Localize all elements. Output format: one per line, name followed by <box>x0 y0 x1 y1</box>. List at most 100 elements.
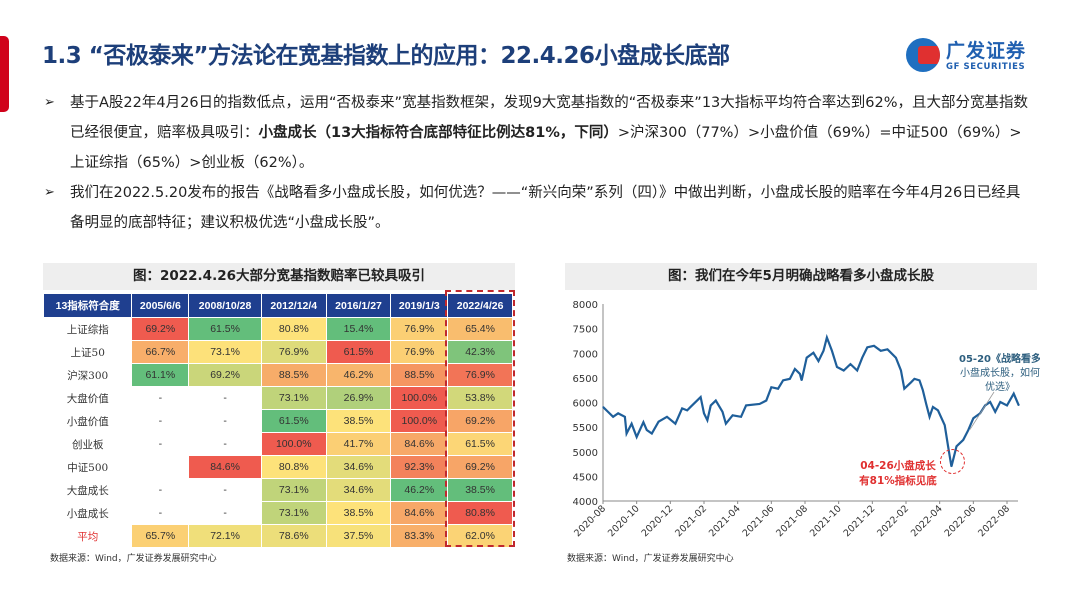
data-point <box>989 401 991 403</box>
data-point <box>895 357 897 359</box>
table-cell: 83.3% <box>390 524 449 548</box>
data-point <box>732 414 734 416</box>
data-point <box>910 381 912 383</box>
y-tick-label: 5500 <box>573 423 598 434</box>
table-cell: 100.0% <box>390 386 449 410</box>
data-point <box>903 388 905 390</box>
bullet-1: ➢ 基于A股22年4月26日的指数低点，运用“否极泰来”宽基指数框架，发现9大宽基… <box>44 88 1034 178</box>
table-cell: 73.1% <box>188 340 262 364</box>
data-point <box>657 421 660 423</box>
row-label: 小盘价值 <box>42 409 133 433</box>
data-point <box>651 432 653 435</box>
data-point <box>801 379 803 381</box>
data-point <box>967 429 969 431</box>
table-header-row: 13指标符合度 2005/6/6 2008/10/28 2012/12/4 2016/1… <box>42 293 513 318</box>
row-label: 平均 <box>42 524 133 548</box>
data-point <box>880 350 882 352</box>
table-row: 上证50 66.7% 73.1% 76.9% 61.5% 76.9% 42.3% <box>42 340 513 364</box>
arrow-bullet-icon: ➢ <box>44 95 55 110</box>
table-row: 平均 65.7% 72.1% 78.6% 37.5% 83.3% 62.0% <box>42 524 513 548</box>
table-cell: 76.9% <box>390 317 449 341</box>
data-point <box>937 409 939 411</box>
annotation-text: 有81%指标见底 <box>859 474 937 487</box>
table-row: 大盘成长 - -73.1% 34.6% 46.2% 38.5% <box>42 478 513 502</box>
y-tick-label: 7000 <box>573 349 598 360</box>
data-point <box>913 378 916 380</box>
table-cell: 38.5% <box>325 409 392 433</box>
table-cell: - <box>188 409 262 433</box>
table-cell: 61.5% <box>188 317 262 341</box>
y-tick-label: 5000 <box>573 448 598 459</box>
right-source: 数据来源：Wind，广发证券发展研究中心 <box>567 554 734 564</box>
data-point <box>721 411 724 413</box>
table-cell: 72.1% <box>188 524 262 548</box>
data-point <box>962 439 964 441</box>
data-point <box>817 360 820 362</box>
table-cell: - <box>131 386 190 410</box>
table-cell: 73.1% <box>260 478 327 502</box>
table-cell: 65.7% <box>131 524 190 548</box>
table-cell: 38.5% <box>447 478 513 502</box>
row-label: 小盘成长 <box>42 501 133 525</box>
data-point <box>745 404 747 407</box>
left-panel-title: 图：2022.4.26大部分宽基指数赔率已较具吸引 <box>43 263 515 290</box>
table-cell: 78.6% <box>260 524 327 548</box>
data-point <box>922 389 924 391</box>
data-point <box>725 423 727 425</box>
table-cell: 88.5% <box>260 363 327 387</box>
row-label: 上证综指 <box>42 317 133 341</box>
table-row: 上证综指 69.2% 61.5% 80.8% 15.4% 76.9% 65.4% <box>42 317 513 341</box>
data-point <box>642 421 644 423</box>
table-row: 小盘价值 - -61.5% 38.5% 100.0% 69.2% <box>42 409 513 433</box>
data-point <box>799 373 801 375</box>
bullet-text: 我们在2022.5.20发布的报告《战略看多小盘成长股，如何优选？——“新兴向荣… <box>70 185 1021 231</box>
table-cell: 37.5% <box>325 524 392 548</box>
table-cell <box>131 455 190 479</box>
data-point <box>806 357 808 359</box>
bottom-marker-circle <box>939 449 965 475</box>
table-cell: 53.8% <box>447 386 513 410</box>
table-cell: 73.1% <box>260 386 327 410</box>
data-point <box>866 346 868 348</box>
x-tick-label: 2020-08 <box>572 503 608 539</box>
table-cell: 76.9% <box>260 340 327 364</box>
table-cell: 15.4% <box>325 317 392 341</box>
data-point <box>674 423 676 425</box>
right-panel-title: 图：我们在今年5月明确战略看多小盘成长股 <box>565 263 1037 290</box>
data-point <box>710 404 712 407</box>
table-cell: 61.1% <box>131 363 190 387</box>
annotation-text: 05-20《战略看多 <box>959 352 1040 365</box>
valuation-table: 13指标符合度 2005/6/6 2008/10/28 2012/12/4 2016/1… <box>42 293 513 548</box>
x-tick-label: 2021-08 <box>774 503 810 539</box>
row-label: 上证50 <box>42 340 133 364</box>
data-point <box>836 366 838 368</box>
data-point <box>607 411 609 413</box>
table-cell: 69.2% <box>131 317 190 341</box>
table-cell: - <box>131 432 190 456</box>
table-cell: - <box>131 501 190 525</box>
data-point <box>999 401 1001 403</box>
bullet-2: ➢ 我们在2022.5.20发布的报告《战略看多小盘成长股，如何优选？——“新兴向… <box>44 178 1034 238</box>
table-cell: - <box>188 432 262 456</box>
highlight-box <box>445 290 515 547</box>
table-cell: 69.2% <box>447 409 513 433</box>
table-row: 大盘价值 - -73.1% 26.9% 100.0% 53.8% <box>42 386 513 410</box>
data-point <box>826 336 828 339</box>
table-cell: 84.6% <box>188 455 262 479</box>
logo-cn: 广发证券 <box>946 40 1027 62</box>
table-cell: 41.7% <box>325 432 392 456</box>
table-cell: 80.8% <box>260 455 327 479</box>
table-cell: - <box>188 501 262 525</box>
data-point <box>602 406 604 408</box>
data-point <box>686 409 688 411</box>
data-point <box>765 399 767 402</box>
data-point <box>740 416 742 418</box>
table-cell: 100.0% <box>390 409 449 433</box>
table-row: 创业板 - -100.0% 41.7% 84.6% 61.5% <box>42 432 513 456</box>
data-point <box>700 396 702 398</box>
data-point <box>636 436 638 438</box>
table-row: 小盘成长 - -73.1% 38.5% 84.6% 80.8% <box>42 501 513 525</box>
data-point <box>646 429 648 431</box>
table-cell: - <box>188 478 262 502</box>
row-label: 大盘价值 <box>42 386 133 410</box>
